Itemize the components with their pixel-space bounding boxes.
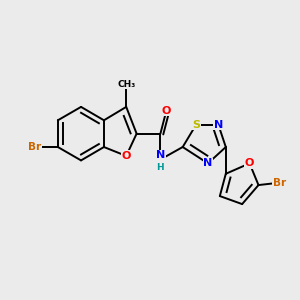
Text: Br: Br: [273, 178, 286, 188]
Text: CH₃: CH₃: [117, 80, 135, 88]
Text: H: H: [157, 163, 164, 172]
Text: O: O: [245, 158, 254, 168]
Text: O: O: [122, 151, 131, 161]
Text: N: N: [156, 150, 165, 161]
Text: N: N: [203, 158, 213, 168]
Text: O: O: [162, 106, 171, 116]
Text: S: S: [192, 120, 200, 130]
Text: N: N: [214, 120, 223, 130]
Text: Br: Br: [28, 142, 41, 152]
